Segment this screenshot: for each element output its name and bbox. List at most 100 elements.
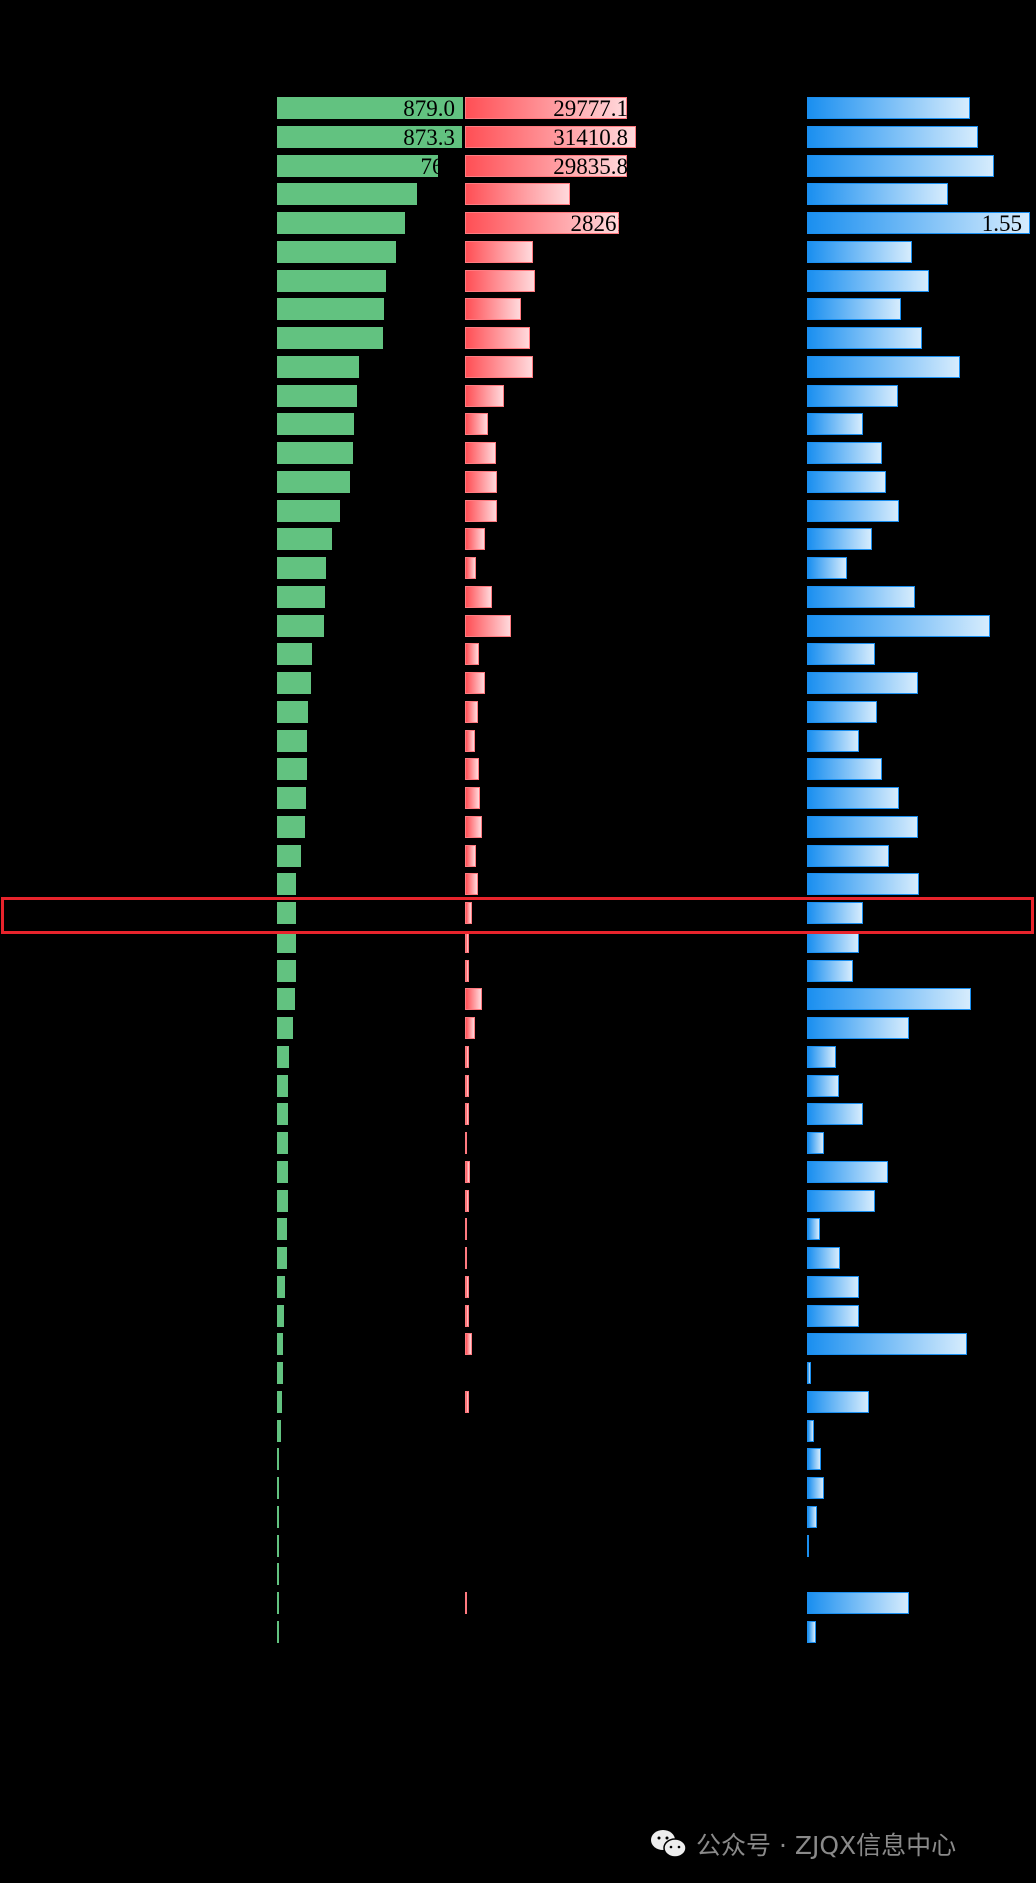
green-bar-6 (277, 240, 396, 263)
red-bar-13 (465, 442, 497, 464)
blue-bar-41 (807, 1247, 841, 1269)
blue-bar-27 (807, 844, 889, 867)
green-bar-34 (277, 1045, 290, 1068)
green-bar-4 (277, 183, 417, 206)
blue-bar-25 (807, 787, 900, 809)
blue-bar-36 (807, 1103, 864, 1126)
red-bar-18 (465, 585, 493, 608)
blue-bar-22 (807, 700, 878, 723)
red-value-label-3: 29835.8 (553, 153, 628, 179)
blue-bar-16 (807, 528, 872, 551)
blue-bar-50 (807, 1505, 818, 1528)
green-bar-8 (277, 298, 384, 321)
blue-bar-43 (807, 1304, 859, 1327)
red-bar-2 (465, 125, 636, 148)
green-bar-7 (277, 269, 387, 292)
green-value-label-4: 6 (443, 182, 456, 208)
green-bar-43 (277, 1304, 285, 1327)
green-bar-47 (277, 1419, 281, 1442)
green-bar-48 (277, 1448, 280, 1471)
red-bar-4 (465, 183, 571, 206)
red-bar-26 (465, 815, 482, 838)
red-bar-41 (465, 1247, 467, 1269)
blue-bar-14 (807, 470, 887, 493)
green-bar-3 (277, 154, 439, 177)
green-bar-10 (277, 355, 359, 378)
blue-bar-12 (807, 413, 864, 436)
red-value-label-5: 28261 (570, 211, 629, 236)
blue-bar-18 (807, 585, 915, 608)
blue-bar-6 (807, 240, 913, 263)
blue-value-label-19: 1 (1010, 613, 1023, 639)
green-bar-45 (277, 1362, 283, 1384)
red-bar-22 (465, 700, 479, 723)
blue-bar-21 (807, 672, 918, 694)
red-bar-35 (465, 1074, 469, 1097)
red-bar-53 (465, 1592, 467, 1614)
green-bar-20 (277, 643, 312, 666)
green-bar-51 (277, 1534, 279, 1557)
red-bar-5 (465, 212, 619, 234)
red-bar-9 (465, 327, 531, 349)
blue-bar-31 (807, 959, 854, 982)
green-bar-9 (277, 327, 383, 349)
red-bar-36 (465, 1103, 469, 1126)
green-bar-54 (277, 1620, 279, 1643)
red-bar-19 (465, 614, 512, 637)
green-bar-21 (277, 672, 311, 694)
blue-bar-39 (807, 1189, 875, 1212)
green-bar-1 (277, 97, 463, 119)
red-bar-17 (465, 557, 476, 579)
blue-bar-48 (807, 1448, 822, 1471)
green-bar-13 (277, 442, 353, 464)
wechat-icon (651, 1830, 687, 1858)
red-bar-10 (465, 355, 534, 378)
green-value-label-3: 761 (420, 153, 456, 179)
red-bar-38 (465, 1160, 470, 1183)
green-bar-18 (277, 585, 326, 608)
blue-bar-46 (807, 1390, 869, 1413)
red-bar-33 (465, 1017, 475, 1039)
green-bar-15 (277, 499, 341, 522)
red-bar-30 (465, 930, 469, 953)
green-bar-25 (277, 787, 306, 809)
green-bar-27 (277, 844, 301, 867)
blue-bar-33 (807, 1017, 910, 1039)
green-value-label-1: 879.0 (403, 96, 455, 121)
watermark-text: 公众号 · ZJQX信息中心 (696, 1831, 957, 1860)
blue-bar-28 (807, 873, 920, 896)
red-bar-21 (465, 672, 486, 694)
red-bar-28 (465, 873, 479, 896)
blue-bar-26 (807, 815, 918, 838)
green-bar-39 (277, 1189, 288, 1212)
red-bar-23 (465, 729, 475, 752)
green-bar-38 (277, 1160, 288, 1183)
red-bar-42 (465, 1275, 469, 1298)
blue-bar-4 (807, 183, 948, 206)
green-bar-41 (277, 1247, 287, 1269)
red-bar-16 (465, 528, 486, 551)
green-bar-32 (277, 988, 295, 1011)
blue-bar-15 (807, 499, 900, 522)
green-bar-31 (277, 959, 297, 982)
green-bar-36 (277, 1103, 288, 1126)
green-bar-22 (277, 700, 309, 723)
blue-bar-35 (807, 1074, 839, 1097)
green-bar-30 (277, 930, 297, 953)
red-bar-31 (465, 959, 469, 982)
blue-bar-5 (807, 212, 1030, 234)
green-bar-35 (277, 1074, 288, 1097)
green-bar-17 (277, 557, 327, 579)
blue-bar-20 (807, 643, 875, 666)
red-bar-1 (465, 97, 628, 119)
blue-bar-23 (807, 729, 859, 752)
blue-bar-9 (807, 327, 923, 349)
green-bar-14 (277, 470, 351, 493)
green-bar-16 (277, 528, 333, 551)
red-bar-12 (465, 413, 488, 436)
blue-bar-44 (807, 1333, 967, 1356)
blue-bar-1 (807, 97, 970, 119)
red-bar-7 (465, 269, 536, 292)
blue-bar-45 (807, 1362, 812, 1384)
green-bar-42 (277, 1275, 286, 1298)
